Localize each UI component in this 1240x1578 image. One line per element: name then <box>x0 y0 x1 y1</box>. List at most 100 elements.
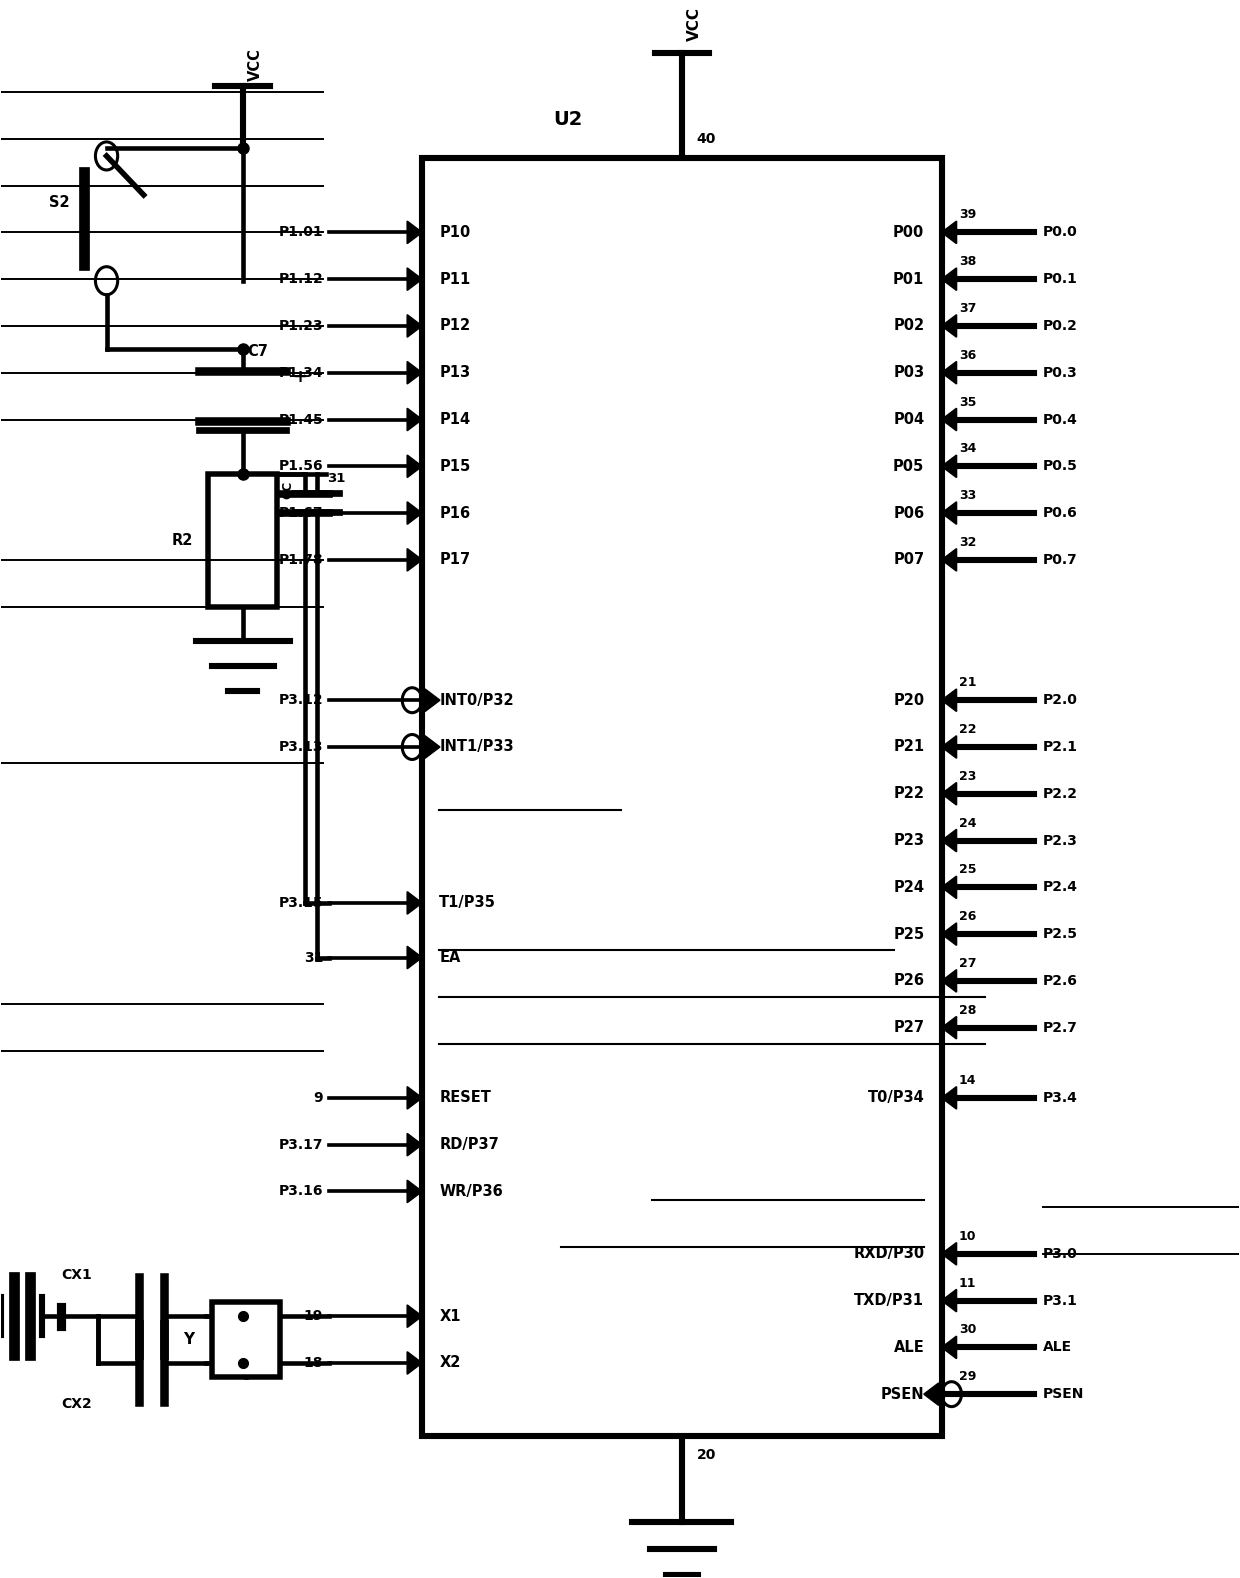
Polygon shape <box>941 268 956 290</box>
Text: P3.4: P3.4 <box>1043 1090 1078 1105</box>
Text: P14: P14 <box>439 412 470 428</box>
Text: P1.78: P1.78 <box>279 552 324 567</box>
Text: P21: P21 <box>893 740 924 754</box>
Text: 38: 38 <box>959 256 976 268</box>
Text: P0.6: P0.6 <box>1043 507 1078 521</box>
Polygon shape <box>941 876 956 898</box>
Text: P12: P12 <box>439 319 470 333</box>
Text: P3.1: P3.1 <box>1043 1294 1078 1308</box>
Polygon shape <box>407 549 422 571</box>
Polygon shape <box>941 783 956 805</box>
Bar <box>422 158 941 1436</box>
Text: P23: P23 <box>893 833 924 847</box>
Text: P2.2: P2.2 <box>1043 787 1078 800</box>
Text: P2.3: P2.3 <box>1043 833 1078 847</box>
Text: P03: P03 <box>893 365 924 380</box>
Polygon shape <box>407 502 422 524</box>
Text: P27: P27 <box>893 1021 924 1035</box>
Polygon shape <box>941 969 956 993</box>
Text: P2.6: P2.6 <box>1043 974 1078 988</box>
Text: P22: P22 <box>893 786 924 802</box>
Text: RESET: RESET <box>439 1090 491 1105</box>
Polygon shape <box>941 454 956 478</box>
Text: P25: P25 <box>893 926 924 942</box>
Text: 23: 23 <box>959 770 976 783</box>
Polygon shape <box>941 1087 956 1109</box>
Polygon shape <box>407 892 422 914</box>
Text: P07: P07 <box>893 552 924 568</box>
Text: ALE: ALE <box>1043 1340 1073 1354</box>
Text: P00: P00 <box>893 226 924 240</box>
Polygon shape <box>407 947 422 969</box>
Text: P2.5: P2.5 <box>1043 928 1078 940</box>
Text: EA: EA <box>439 950 461 966</box>
Text: 14: 14 <box>959 1075 976 1087</box>
Text: P04: P04 <box>893 412 924 428</box>
Text: 22: 22 <box>959 723 976 735</box>
Text: +: + <box>293 368 308 387</box>
Text: 31: 31 <box>304 950 324 964</box>
Text: P02: P02 <box>893 319 924 333</box>
Text: P15: P15 <box>439 459 471 473</box>
Text: P24: P24 <box>893 881 924 895</box>
Text: C7: C7 <box>248 344 269 358</box>
Text: 36: 36 <box>959 349 976 361</box>
Polygon shape <box>941 502 956 524</box>
Polygon shape <box>407 1133 422 1155</box>
Polygon shape <box>407 1087 422 1109</box>
Text: P0.0: P0.0 <box>1043 226 1078 240</box>
Text: CX1: CX1 <box>61 1267 92 1281</box>
Text: P2.4: P2.4 <box>1043 881 1078 895</box>
Text: U2: U2 <box>553 110 583 129</box>
Text: 32: 32 <box>959 537 976 549</box>
Polygon shape <box>941 690 956 712</box>
Text: P2.7: P2.7 <box>1043 1021 1078 1035</box>
Text: VCC: VCC <box>687 6 702 41</box>
Polygon shape <box>407 1352 422 1374</box>
Polygon shape <box>941 735 956 757</box>
Text: 35: 35 <box>959 396 976 409</box>
Text: P11: P11 <box>439 271 471 287</box>
Text: 10: 10 <box>959 1229 976 1243</box>
Text: 11: 11 <box>959 1277 976 1289</box>
Text: 28: 28 <box>959 1004 976 1016</box>
Text: X1: X1 <box>439 1308 461 1324</box>
Text: P0.5: P0.5 <box>1043 459 1078 473</box>
Text: P0.7: P0.7 <box>1043 552 1078 567</box>
Text: P10: P10 <box>439 226 471 240</box>
Polygon shape <box>425 690 440 712</box>
Text: P1.45: P1.45 <box>278 412 324 426</box>
Polygon shape <box>941 221 956 243</box>
Polygon shape <box>407 268 422 290</box>
Polygon shape <box>941 549 956 571</box>
Text: RD/P37: RD/P37 <box>439 1138 500 1152</box>
Text: P13: P13 <box>439 365 470 380</box>
Polygon shape <box>407 1305 422 1327</box>
Text: P1.23: P1.23 <box>279 319 324 333</box>
Text: PSEN: PSEN <box>880 1387 924 1401</box>
Polygon shape <box>924 1382 939 1406</box>
Polygon shape <box>407 221 422 243</box>
Text: 33: 33 <box>959 489 976 502</box>
Polygon shape <box>941 314 956 338</box>
Text: 30: 30 <box>959 1324 976 1337</box>
Polygon shape <box>407 409 422 431</box>
Text: 27: 27 <box>959 956 976 970</box>
Polygon shape <box>941 830 956 852</box>
Text: P1.34: P1.34 <box>279 366 324 380</box>
Polygon shape <box>407 314 422 338</box>
Bar <box>208 473 278 606</box>
Text: P0.3: P0.3 <box>1043 366 1078 380</box>
Text: P20: P20 <box>893 693 924 707</box>
Text: T0/P34: T0/P34 <box>868 1090 924 1105</box>
Text: CX2: CX2 <box>61 1397 92 1411</box>
Text: P0.4: P0.4 <box>1043 412 1078 426</box>
Polygon shape <box>941 1289 956 1311</box>
Polygon shape <box>941 1337 956 1359</box>
Text: R2: R2 <box>172 533 193 548</box>
Text: 29: 29 <box>959 1370 976 1384</box>
Text: P05: P05 <box>893 459 924 473</box>
Text: 40: 40 <box>697 133 715 145</box>
Polygon shape <box>941 361 956 383</box>
Text: P1.67: P1.67 <box>279 507 324 521</box>
